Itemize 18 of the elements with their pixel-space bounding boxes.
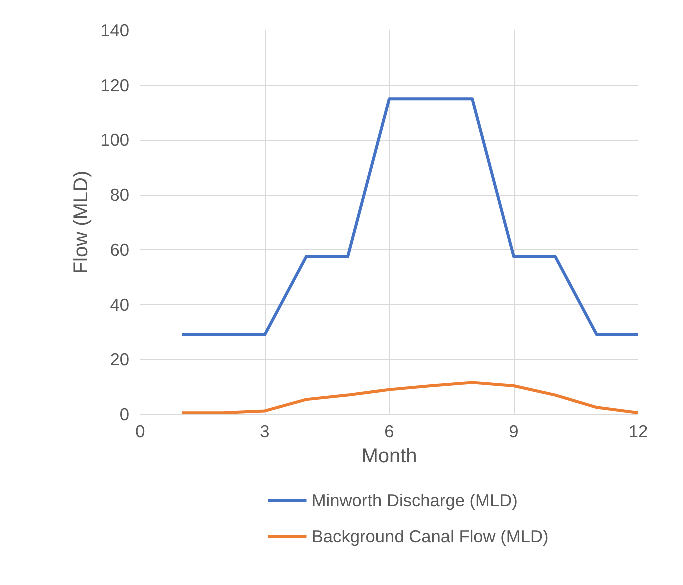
x-axis-title: Month [362,446,418,468]
x-tick-label: 9 [509,422,519,442]
x-tick-label: 6 [384,422,394,442]
x-tick-label: 3 [260,422,270,442]
y-tick-label: 20 [110,350,130,370]
y-tick-label: 120 [100,75,130,96]
x-tick-label: 0 [136,422,146,442]
y-tick-label: 0 [120,404,130,424]
y-tick-label: 80 [110,185,130,206]
y-axis-title: Flow (MLD) [70,170,93,274]
y-tick-label: 100 [100,130,130,150]
y-tick-label: 140 [100,20,130,40]
x-tick-label: 12 [628,422,648,442]
legend-label: Minworth Discharge (MLD) [312,490,518,510]
y-tick-label: 60 [110,240,130,260]
y-tick-label: 40 [110,294,130,315]
legend-label: Background Canal Flow (MLD) [312,526,549,546]
line-series [180,381,638,414]
